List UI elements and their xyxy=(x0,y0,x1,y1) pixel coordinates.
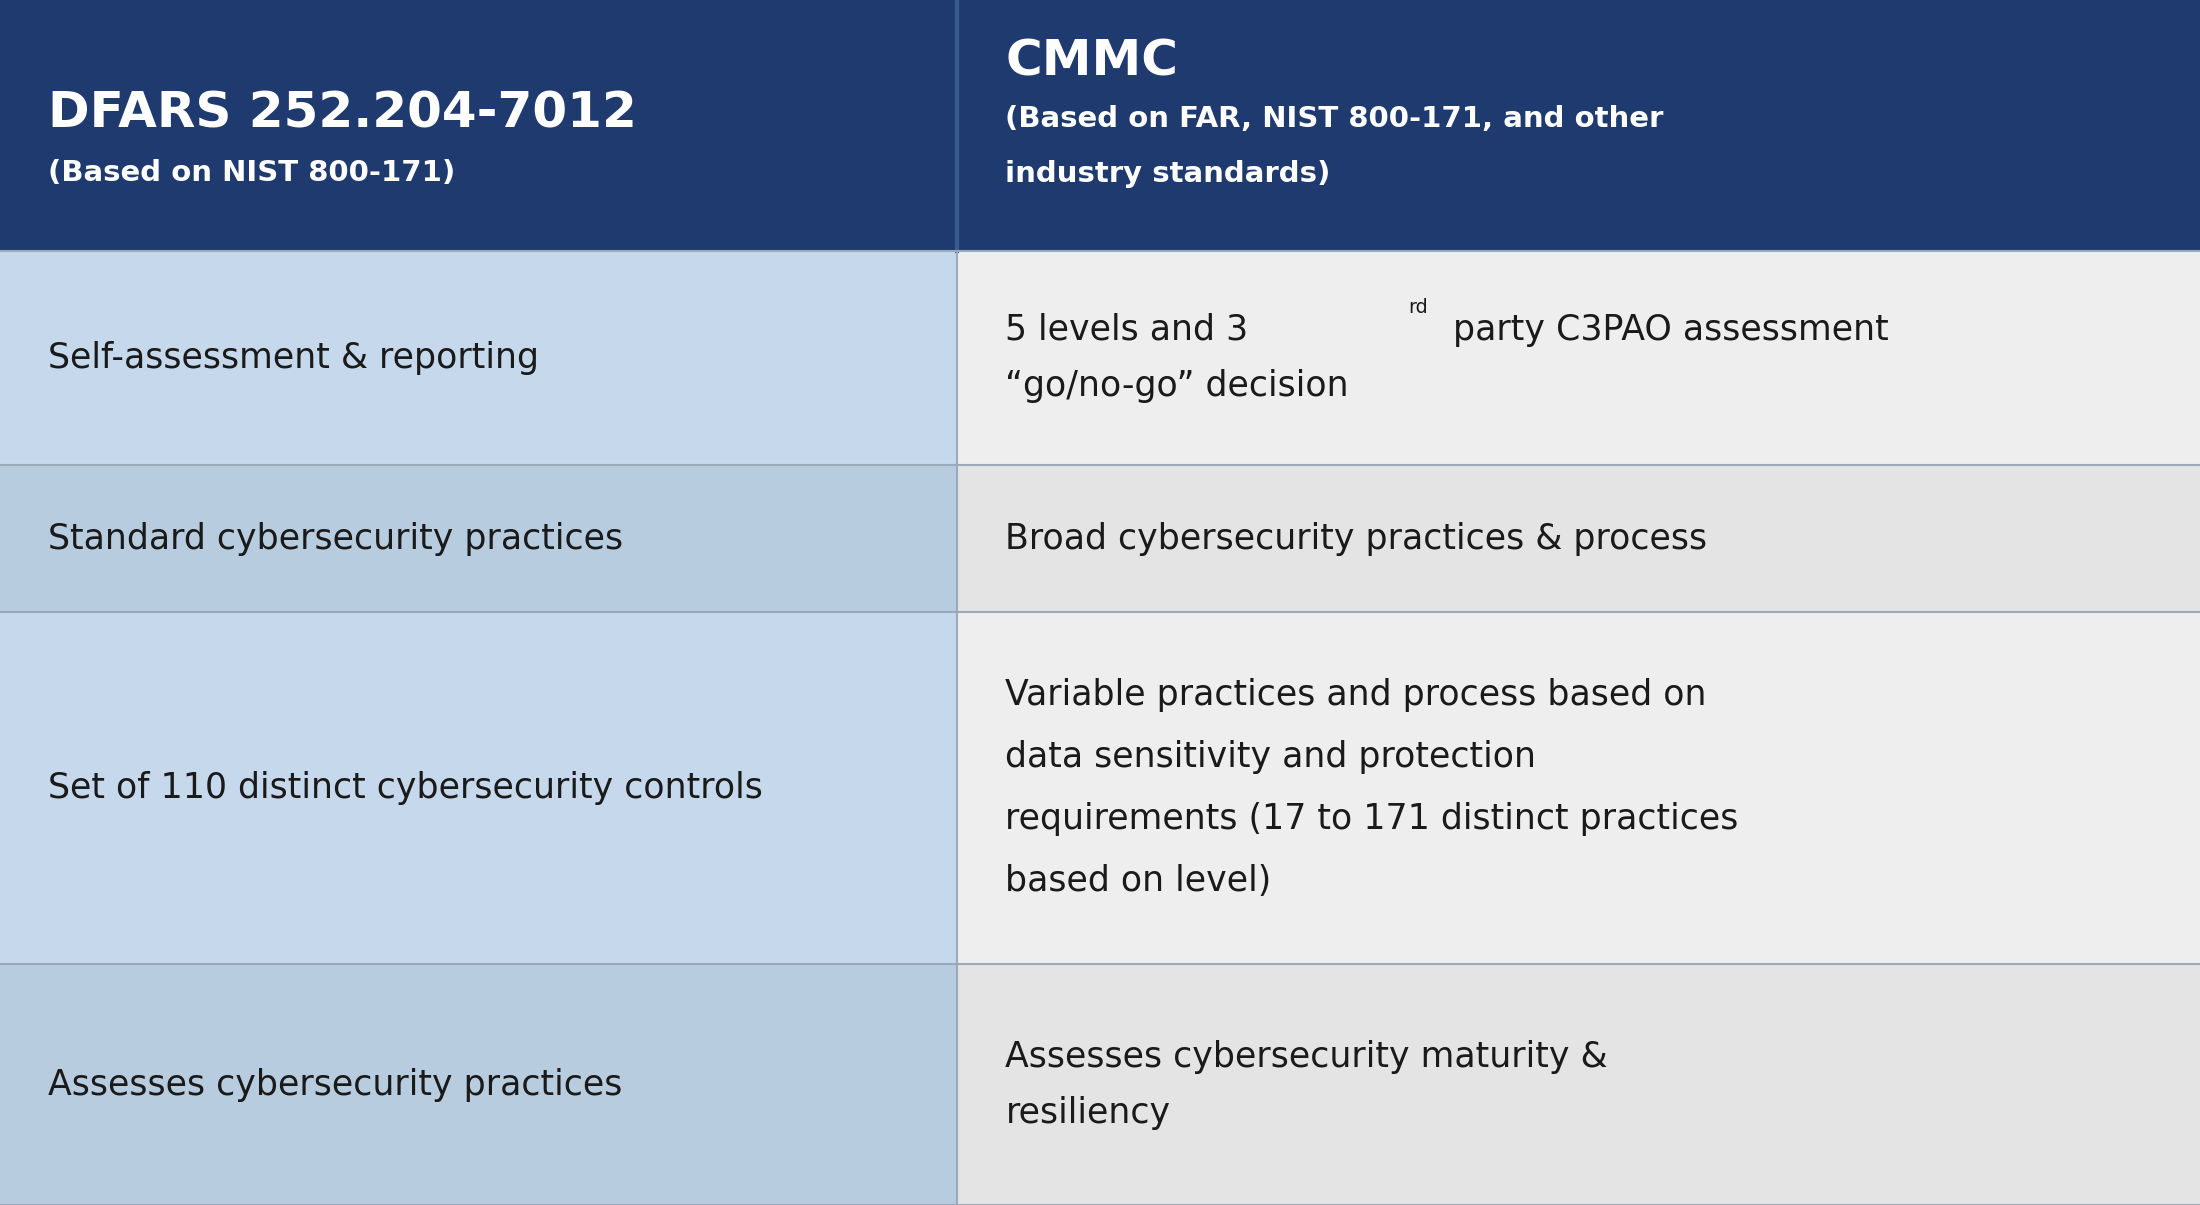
Text: “go/no-go” decision: “go/no-go” decision xyxy=(1005,369,1349,402)
Text: data sensitivity and protection: data sensitivity and protection xyxy=(1005,740,1536,774)
Text: industry standards): industry standards) xyxy=(1005,160,1331,188)
Bar xyxy=(0,964,957,1205)
Bar xyxy=(957,465,2200,612)
Text: 5 levels and 3: 5 levels and 3 xyxy=(1005,313,1250,347)
Text: Self-assessment & reporting: Self-assessment & reporting xyxy=(48,341,539,375)
Bar xyxy=(957,251,2200,465)
Text: CMMC: CMMC xyxy=(1005,39,1179,86)
Bar xyxy=(0,612,957,964)
Bar xyxy=(957,612,2200,964)
Text: based on level): based on level) xyxy=(1005,864,1272,898)
Bar xyxy=(0,251,957,465)
Text: (Based on NIST 800-171): (Based on NIST 800-171) xyxy=(48,159,455,187)
Text: party C3PAO assessment: party C3PAO assessment xyxy=(1443,313,1890,347)
Bar xyxy=(0,465,957,612)
Bar xyxy=(957,964,2200,1205)
Text: DFARS 252.204-7012: DFARS 252.204-7012 xyxy=(48,89,638,137)
Text: requirements (17 to 171 distinct practices: requirements (17 to 171 distinct practic… xyxy=(1005,803,1738,836)
Text: Standard cybersecurity practices: Standard cybersecurity practices xyxy=(48,522,623,556)
Text: Assesses cybersecurity maturity &: Assesses cybersecurity maturity & xyxy=(1005,1040,1608,1074)
Bar xyxy=(0,0,2200,251)
Text: Assesses cybersecurity practices: Assesses cybersecurity practices xyxy=(48,1068,623,1101)
Text: rd: rd xyxy=(1408,299,1428,317)
Text: Set of 110 distinct cybersecurity controls: Set of 110 distinct cybersecurity contro… xyxy=(48,771,763,805)
Text: Broad cybersecurity practices & process: Broad cybersecurity practices & process xyxy=(1005,522,1707,556)
Text: resiliency: resiliency xyxy=(1005,1095,1170,1129)
Text: Variable practices and process based on: Variable practices and process based on xyxy=(1005,678,1707,712)
Text: (Based on FAR, NIST 800-171, and other: (Based on FAR, NIST 800-171, and other xyxy=(1005,105,1663,133)
